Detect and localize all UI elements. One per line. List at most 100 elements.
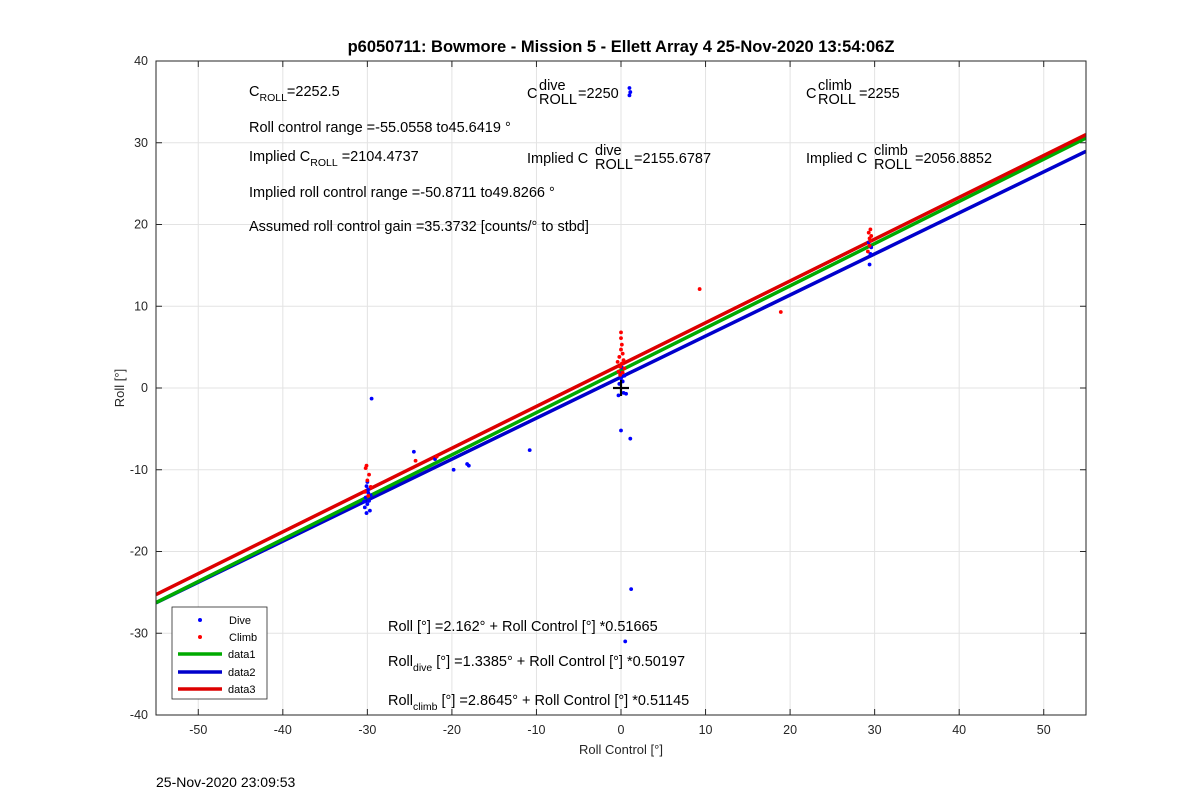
climb-point (868, 227, 873, 232)
dive-point (867, 262, 872, 267)
dive-point (466, 463, 471, 468)
implied-c-roll-annotation: Implied CROLL =2104.4737 (249, 149, 419, 169)
dive-point (367, 498, 371, 503)
fit-climb-annotation: Rollclimb [°] =2.8645° + Roll Control [°… (388, 693, 689, 713)
x-tick-label: 30 (868, 723, 882, 737)
legend-data1-label: data1 (228, 649, 256, 661)
legend-data3-label: data3 (228, 684, 256, 696)
implied-dive-sub: ROLL (595, 157, 633, 173)
climb-point (865, 249, 870, 254)
dive-point (627, 86, 632, 90)
dive-point (365, 502, 370, 506)
legend-data2-label: data2 (228, 667, 256, 679)
y-tick-label: -30 (130, 626, 148, 640)
climb-point (368, 485, 373, 489)
dive-point (622, 373, 627, 378)
implied-c-dive-annotation: Implied C (527, 151, 588, 167)
x-tick-label: -40 (274, 723, 292, 737)
fit-all-annotation: Roll [°] =2.162° + Roll Control [°] *0.5… (388, 619, 658, 635)
y-axis-label: Roll [°] (112, 369, 127, 407)
dive-point (364, 484, 369, 488)
dive-point (623, 639, 628, 644)
climb-point (778, 310, 783, 314)
dive-point (628, 90, 633, 94)
plot-frame (155, 60, 1087, 716)
legend: Dive Climb data1 data2 data3 (171, 606, 268, 700)
legend-dive-label: Dive (229, 615, 251, 627)
c-dive-annotation: C (527, 86, 537, 102)
fit-line-data1 (156, 136, 1086, 605)
implied-climb-sub: ROLL (874, 157, 912, 173)
y-tick-label: 30 (134, 136, 148, 150)
implied-dive-sup: dive (595, 143, 622, 159)
c-dive-sup: dive (539, 78, 566, 94)
climb-point (618, 364, 623, 369)
roll-range-annotation: Roll control range =-55.0558 to45.6419 ° (249, 120, 511, 136)
dive-point (451, 467, 456, 472)
climb-point (867, 236, 872, 241)
climb-points (362, 227, 874, 498)
climb-point (434, 454, 439, 459)
dive-point (362, 505, 367, 510)
dive-point (366, 487, 371, 492)
c-dive-sub: ROLL (539, 92, 577, 108)
climb-point (619, 330, 623, 335)
y-tick-labels: -40 -30 -20 -10 0 10 20 30 40 (130, 54, 148, 722)
climb-point (616, 369, 621, 374)
y-tick-label: -10 (130, 463, 148, 477)
climb-point (365, 478, 370, 483)
y-tick-label: -20 (130, 545, 148, 559)
plot-marks (156, 86, 1086, 644)
dive-point (362, 499, 366, 504)
dive-point (619, 428, 623, 433)
c-climb-sub: ROLL (818, 92, 856, 108)
fit-dive-annotation: Rolldive [°] =1.3385° + Roll Control [°]… (388, 654, 685, 674)
legend-climb-label: Climb (229, 632, 257, 644)
climb-point (619, 336, 623, 341)
c-roll-annotation: CROLL=2252.5 (249, 84, 340, 104)
climb-point (619, 347, 623, 352)
dive-point (628, 436, 633, 441)
legend-dive-marker (198, 618, 202, 622)
climb-point (866, 230, 871, 235)
y-tick-label: 20 (134, 218, 148, 232)
y-tick-label: 40 (134, 54, 148, 68)
climb-point (617, 355, 622, 359)
dive-point (368, 508, 372, 513)
climb-point (619, 342, 624, 347)
dive-point (411, 449, 416, 454)
x-tick-label: 0 (618, 723, 625, 737)
y-tick-label: 0 (141, 381, 148, 395)
climb-point (615, 359, 620, 364)
implied-c-climb-annotation: Implied C (806, 151, 867, 167)
x-tick-label: -20 (443, 723, 461, 737)
x-tick-label: 10 (699, 723, 713, 737)
x-tick-label: -10 (527, 723, 545, 737)
dive-point (366, 490, 371, 495)
c-climb-sup: climb (818, 78, 852, 94)
c-dive-value: =2250 (578, 86, 619, 102)
climb-point (366, 494, 371, 498)
chart-title: p6050711: Bowmore - Mission 5 - Ellett A… (348, 38, 895, 56)
climb-point (697, 287, 702, 291)
x-axis-label: Roll Control [°] (579, 742, 663, 757)
origin-marker (613, 380, 629, 396)
dive-point (627, 93, 632, 98)
climb-point (867, 243, 872, 248)
dive-point (364, 511, 369, 515)
climb-point (620, 370, 625, 375)
dive-point (369, 396, 374, 401)
implied-range-annotation: Implied roll control range =-50.8711 to4… (249, 185, 555, 201)
dive-point (616, 393, 621, 398)
x-tick-labels: -50 -40 -30 -20 -10 0 10 20 30 40 50 (189, 723, 1050, 737)
climb-point (619, 361, 624, 366)
dive-point (624, 391, 628, 396)
climb-point (620, 351, 625, 356)
y-tick-label: 10 (134, 299, 148, 313)
implied-climb-value: =2056.8852 (915, 151, 992, 167)
implied-climb-sup: climb (874, 143, 908, 159)
implied-dive-value: =2155.6787 (634, 151, 711, 167)
x-tick-label: 40 (952, 723, 966, 737)
climb-point (618, 373, 623, 377)
climb-point (621, 358, 626, 363)
